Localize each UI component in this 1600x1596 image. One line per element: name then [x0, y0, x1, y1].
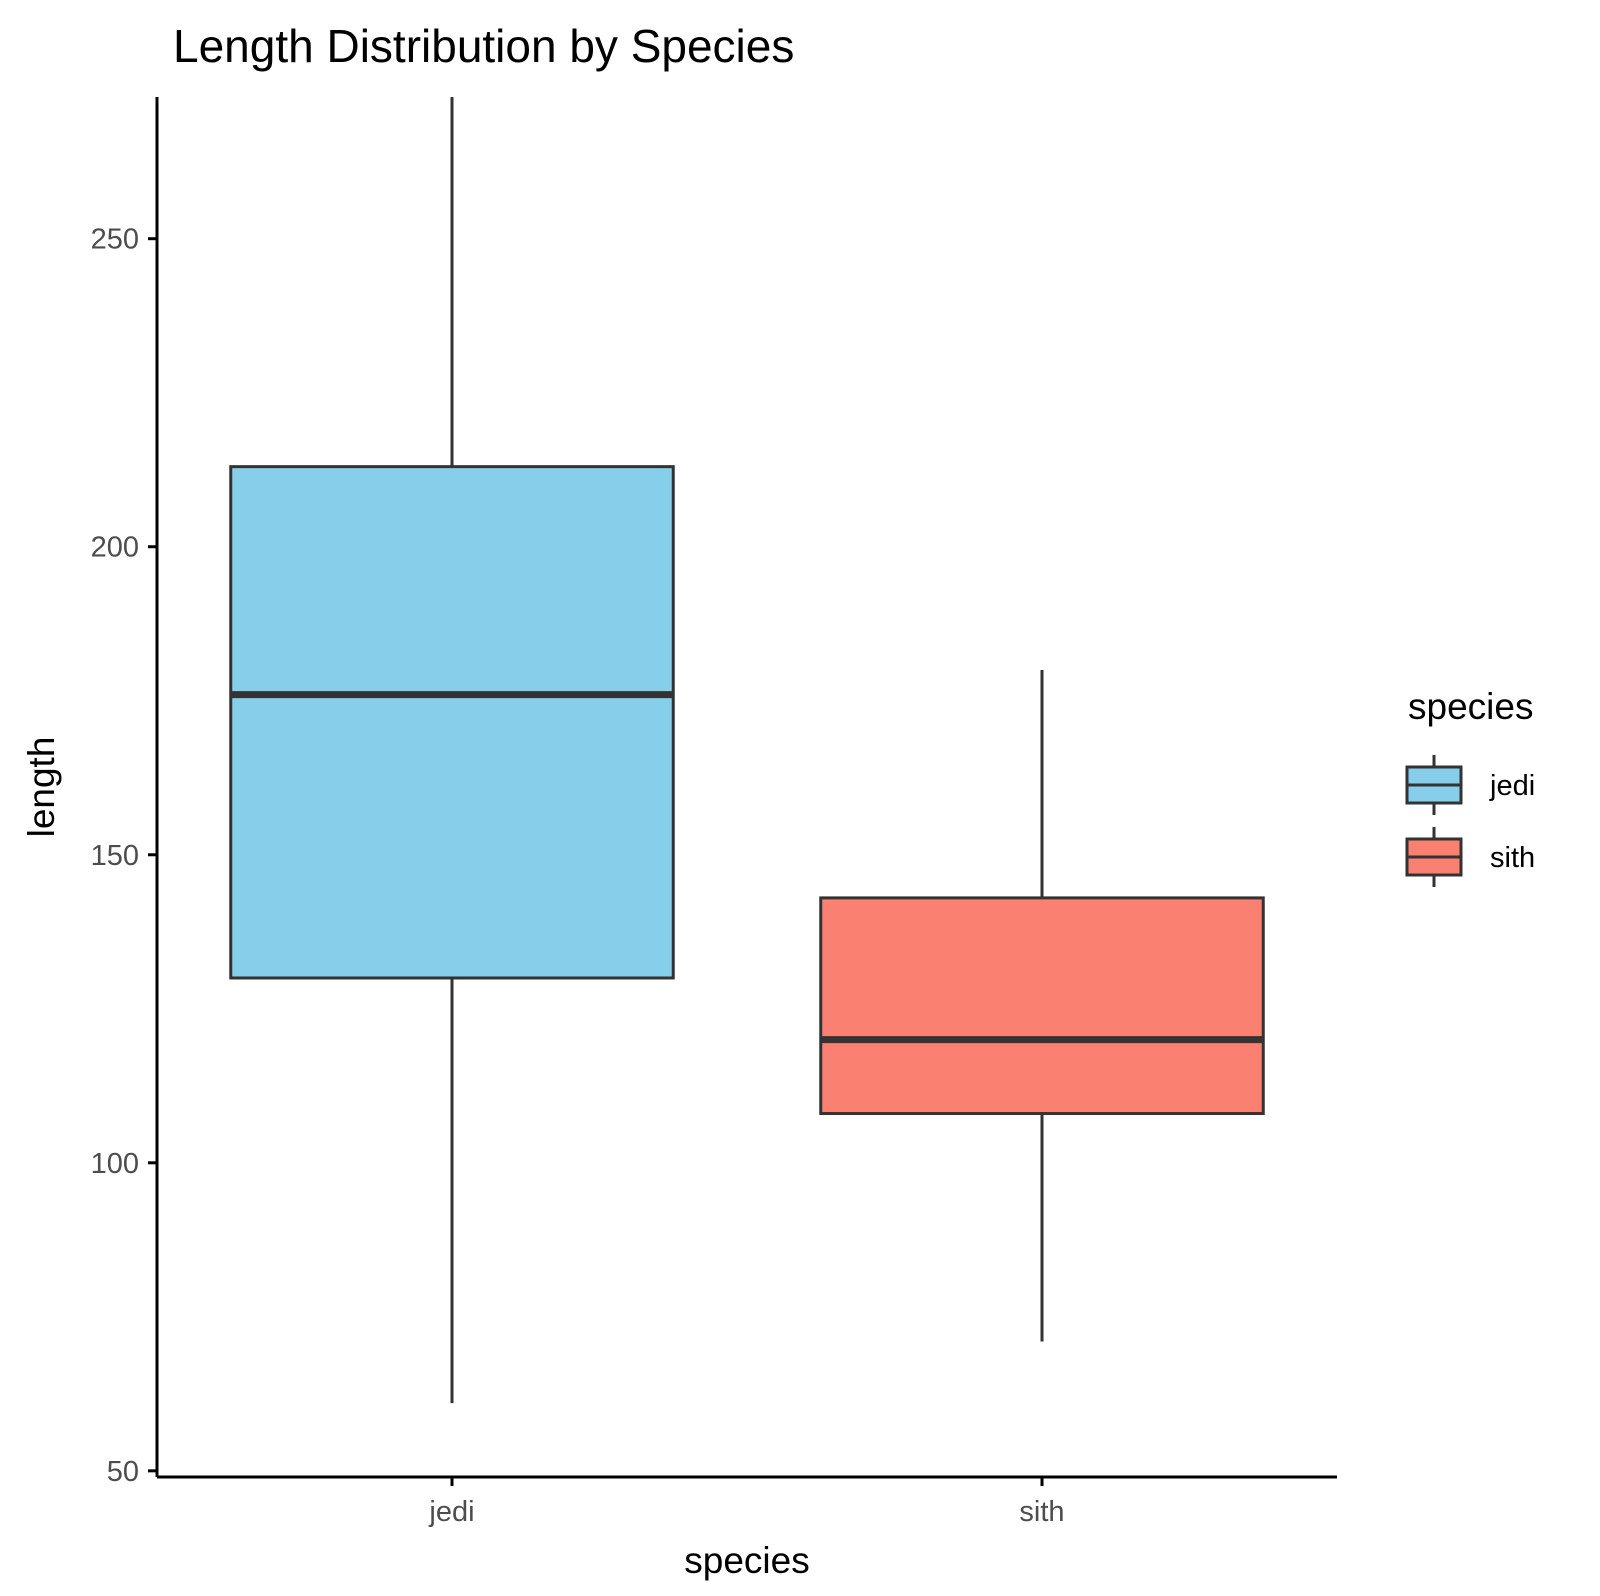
y-tick-label: 150: [91, 840, 139, 872]
x-axis-title: species: [684, 1540, 809, 1581]
legend-entry-sith: sith: [1405, 827, 1535, 887]
box-sith: [819, 669, 1265, 1342]
legend-title: species: [1408, 686, 1533, 727]
legend-label-jedi: jedi: [1489, 770, 1535, 802]
x-tick-label-jedi: jedi: [428, 1496, 474, 1528]
y-axis-title: length: [21, 737, 62, 838]
y-tick-label: 100: [91, 1148, 139, 1180]
chart-title: Length Distribution by Species: [173, 20, 794, 72]
y-tick-label: 250: [91, 224, 139, 256]
legend-entries: jedi sith: [1405, 755, 1535, 887]
iqr-box: [229, 465, 675, 980]
y-axis-ticks: 50 100 150 200 250: [91, 224, 157, 1488]
box-jedi: [229, 97, 675, 1404]
legend: species jedi sith: [1405, 686, 1535, 887]
x-tick-label-sith: sith: [1019, 1496, 1064, 1528]
legend-label-sith: sith: [1490, 842, 1535, 874]
y-tick-label: 200: [91, 532, 139, 564]
iqr-box: [819, 896, 1265, 1116]
x-axis-ticks: jedi sith: [428, 1477, 1065, 1528]
y-tick-label: 50: [107, 1456, 139, 1488]
plot-area: [229, 97, 1265, 1404]
legend-entry-jedi: jedi: [1405, 755, 1535, 815]
